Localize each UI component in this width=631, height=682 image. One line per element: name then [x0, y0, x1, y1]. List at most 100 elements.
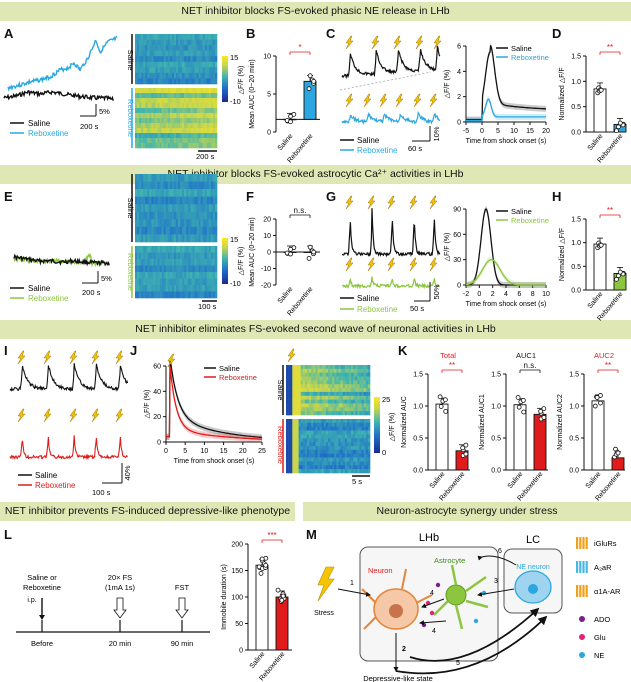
chart-bar: [611, 457, 625, 471]
avg-x-tick: 0: [477, 291, 481, 298]
shock-bolt-icon: [17, 408, 26, 423]
chart-y-tick: 5: [267, 92, 271, 99]
j-row-label-saline: Saline: [276, 380, 285, 401]
chart-point: [463, 451, 469, 457]
l-arrow-fst: [175, 597, 189, 619]
avg-x-tick: 10: [201, 448, 209, 455]
panel-l-timeline: Saline or Reboxetine i.p. 20× FS (1mA 1s…: [16, 573, 210, 648]
chart-point: [616, 124, 621, 130]
chart-y-label: Normalized AUC: [401, 396, 408, 448]
shock-bolt-icon: [363, 93, 372, 108]
chart-y-tick: 1.5: [491, 372, 501, 379]
chart-significance: ***: [267, 531, 276, 540]
avg-x-tick: 15: [526, 128, 534, 135]
shock-bolt-icon: [367, 195, 376, 210]
m-step-6: 6: [498, 548, 502, 555]
chart-y-tick: 0.0: [491, 468, 501, 475]
avg-x-tick: 2: [491, 291, 495, 298]
chart-x-label: Saline: [429, 471, 447, 490]
m-astrocyte-label: Astrocyte: [434, 556, 465, 565]
avg-legend-saline: Saline: [219, 364, 240, 373]
m-ne-neuron-label: NE neuron: [516, 564, 550, 571]
chart-y-tick: 0: [267, 130, 271, 137]
chart-y-tick: 10: [263, 54, 271, 61]
m-lc-label: LC: [526, 534, 540, 546]
m-step-1: 1: [350, 580, 354, 587]
chart-bar: [435, 403, 449, 471]
chart-y-tick: 0.5: [571, 264, 581, 271]
chart-point: [520, 397, 526, 403]
j-heatmap-saline: [286, 365, 371, 416]
panel-label-g: G: [326, 189, 337, 204]
avg-legend-reboxetine: Reboxetine: [511, 53, 549, 62]
c-legend-saline: Saline: [357, 136, 380, 145]
e-scale-x: 200 s: [82, 288, 101, 297]
avg-x-tick: 10: [510, 128, 518, 135]
avg-y-tick: 20: [153, 414, 161, 421]
panel-m-diagram: LHb LC Neuron Astrocyte NE neuron Stress…: [314, 532, 621, 682]
chart-y-tick: -10: [261, 266, 271, 273]
panel-e-traces: Saline Reboxetine 5% 200 s: [10, 252, 112, 303]
avg-x-tick: 4: [504, 291, 508, 298]
chart-point: [311, 249, 317, 255]
j-hm-scale: 5 s: [352, 477, 362, 486]
m-neuron-label: Neuron: [368, 566, 393, 575]
avg-y-tick: 6: [457, 44, 461, 51]
avg-x-label: Time from shock onset (s): [466, 301, 547, 308]
avg-y-tick: 2: [457, 94, 461, 101]
k-title: AUC1: [516, 351, 536, 360]
chart-y-tick: 20: [263, 217, 271, 224]
chart-point: [615, 450, 621, 456]
chart-significance: **: [607, 206, 613, 215]
chart-point: [279, 597, 285, 603]
chart-bar: [591, 400, 605, 471]
chart-point: [288, 251, 293, 257]
a-hm-scale: 200 s: [196, 152, 215, 161]
i-saline-trace: [9, 363, 129, 393]
shock-bolt-icon: [371, 35, 380, 50]
g-legend-saline: Saline: [357, 294, 380, 303]
chart-point: [463, 442, 469, 448]
l-step3: FST: [175, 583, 190, 592]
k-title: Total: [440, 351, 456, 360]
banner-depressive-phenotype: NET inhibitor prevents FS-induced depres…: [0, 502, 295, 521]
chart-y-tick: 150: [231, 568, 243, 575]
chart-y-label: Normalized AUC1: [479, 394, 486, 450]
chart-point: [259, 556, 265, 562]
avg-reboxetine-line: [465, 259, 546, 286]
chart-significance: **: [607, 43, 613, 52]
chart-y-tick: 1.0: [491, 404, 501, 411]
avg-legend-saline: Saline: [511, 44, 532, 53]
avg-x-tick: 5: [496, 128, 500, 135]
shock-bolt-icon: [115, 350, 124, 365]
shock-bolt-icon: [387, 195, 396, 210]
avg-x-tick: 20: [239, 448, 247, 455]
chart-y-tick: 1.0: [571, 79, 581, 86]
panel-j-heatmap: Saline Reboxetine 25 0 △F/F (%) 5 s: [276, 348, 396, 486]
banner-ne-release: NET inhibitor blocks FS-evoked phasic NE…: [0, 2, 631, 21]
chart-significance: **: [605, 361, 611, 370]
shock-bolt-icon: [43, 350, 52, 365]
shock-bolt-icon: [91, 350, 100, 365]
chart-y-tick: 1.5: [413, 372, 423, 379]
i-scale-x: 100 s: [92, 488, 111, 497]
chart-y-tick: 1.0: [571, 240, 581, 247]
avg-saline-line: [466, 45, 546, 121]
chart-point: [516, 404, 522, 410]
avg-saline-line: [166, 358, 262, 439]
chart-y-tick: 0: [267, 250, 271, 257]
j-heatmap-reboxetine: [286, 419, 371, 474]
a-saline-trace: [3, 89, 114, 102]
chart-point: [592, 403, 598, 409]
e-cb-max: 15: [230, 235, 238, 244]
shock-bolt-icon: [433, 35, 442, 50]
shock-bolt-icon: [43, 408, 52, 423]
m-legend: iGluRs A₂aR α1A-AR ADO Glu NE: [576, 537, 621, 660]
e-saline-trace: [13, 253, 110, 267]
avg-y-label: △F/F (%): [444, 70, 451, 99]
chart-point: [538, 408, 544, 414]
shock-bolt-icon: [167, 353, 176, 368]
m-legend-label: ADO: [594, 615, 610, 624]
